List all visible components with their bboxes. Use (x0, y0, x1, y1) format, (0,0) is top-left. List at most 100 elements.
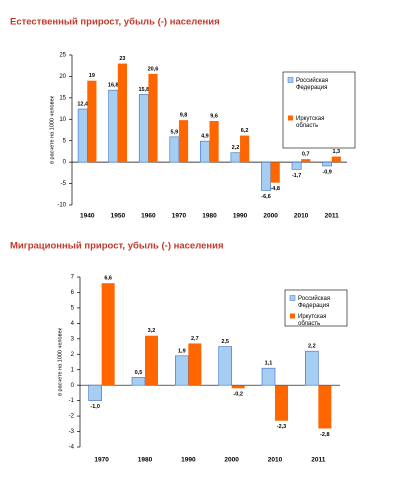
legend-label: Российская Федерация (298, 295, 330, 309)
legend-label-line: область (298, 321, 320, 327)
value-label: 4,9 (201, 134, 209, 140)
y-tick-label: -5 (61, 181, 67, 187)
bar (261, 161, 271, 191)
legend-box (284, 289, 348, 327)
x-tick-label: 2010 (294, 213, 309, 220)
legend-label: Иркутская область (296, 116, 324, 129)
value-label: 23 (119, 56, 125, 62)
value-label: 9,8 (180, 113, 188, 119)
bar (131, 377, 146, 386)
value-label: -2,8 (320, 432, 329, 438)
value-label: -1,0 (90, 404, 99, 410)
legend-swatch (288, 115, 293, 121)
y-axis-label: в расчете на 1000 человек (57, 327, 63, 395)
legend-label-line: Российская (298, 295, 330, 302)
y-tick-label: 5 (71, 305, 75, 311)
y-tick-label: 15 (59, 95, 66, 101)
bar (275, 385, 288, 421)
value-label: 9,6 (210, 113, 218, 119)
value-label: 0,7 (302, 152, 310, 158)
y-tick-label: 25 (59, 53, 66, 59)
bar (169, 136, 180, 163)
bar (108, 89, 119, 163)
legend-swatch (287, 77, 294, 83)
bar (305, 350, 319, 386)
legend-label: Иркутская область (298, 314, 326, 327)
x-tick-label: 1980 (138, 457, 153, 464)
value-label: 2,7 (191, 336, 199, 342)
y-tick-label: -3 (69, 429, 75, 435)
bar (138, 94, 149, 163)
bar (322, 161, 333, 167)
bar (301, 159, 311, 163)
y-tick-label: 10 (59, 117, 66, 123)
x-tick-label: 1980 (202, 213, 217, 220)
legend-label: Российская Федерация (296, 77, 328, 91)
value-label: -1,7 (292, 173, 301, 179)
bar (88, 384, 102, 401)
x-tick-label: 1950 (111, 213, 126, 220)
value-label: 2,5 (221, 339, 229, 345)
y-tick-label: 20 (59, 74, 66, 80)
bar (231, 385, 245, 389)
legend-label-line: область (296, 123, 318, 129)
value-label: 3,2 (148, 328, 156, 334)
value-label: 1,1 (265, 361, 273, 367)
legend-swatch (289, 295, 296, 301)
value-label: 2,2 (308, 344, 316, 350)
chart-title: Естественный прирост, убыль (-) населени… (10, 17, 220, 28)
x-tick-label: 1960 (141, 213, 156, 220)
bar (178, 120, 189, 163)
y-tick-label: 4 (71, 321, 75, 327)
value-label: 5,9 (171, 129, 179, 135)
bar (145, 335, 158, 386)
x-tick-label: 1990 (181, 457, 196, 464)
bar (117, 63, 127, 163)
bar (240, 135, 250, 163)
x-tick-label: 1990 (233, 213, 248, 220)
y-tick-label: -4 (69, 445, 75, 451)
bar (200, 140, 210, 163)
y-tick-label: -1 (69, 398, 75, 404)
bar (261, 367, 276, 386)
value-label: -4,8 (270, 186, 279, 192)
legend-swatch (290, 313, 295, 319)
y-tick-label: 5 (63, 138, 67, 144)
y-tick-label: 1 (71, 367, 75, 373)
bar (318, 385, 332, 429)
bar (291, 161, 302, 170)
bar (218, 346, 232, 386)
y-tick-label: -10 (57, 203, 66, 209)
y-tick-label: 0 (63, 160, 67, 166)
value-label: 1,9 (178, 348, 186, 354)
y-tick-label: 6 (71, 290, 75, 296)
bar (209, 121, 219, 163)
bar (148, 73, 158, 163)
y-tick-label: 3 (71, 336, 75, 342)
value-label: 0,5 (135, 370, 143, 376)
legend-label-line: Федерация (298, 303, 329, 309)
value-label: -6,6 (261, 194, 270, 200)
legend-label-line: Иркутская (296, 116, 324, 122)
bar (270, 162, 280, 183)
value-label: 16,8 (108, 83, 119, 89)
x-tick-label: 1970 (172, 213, 187, 220)
value-label: -0,9 (322, 169, 331, 175)
x-tick-label: 2010 (268, 457, 283, 464)
value-label: 15,8 (138, 87, 149, 93)
value-label: 20,6 (148, 66, 159, 72)
x-tick-label: 2011 (311, 457, 325, 464)
y-tick-label: 7 (71, 275, 75, 281)
legend-label-line: Иркутская (298, 314, 326, 320)
value-label: 19 (89, 73, 95, 79)
y-tick-label: -2 (69, 414, 75, 420)
y-axis-label: в расчете на 1000 человек (49, 95, 55, 163)
bar (77, 108, 88, 163)
value-label: 6,2 (241, 128, 249, 134)
chart-title: Миграционный прирост, убыль (-) населени… (10, 241, 224, 252)
legend-box (282, 71, 356, 149)
x-tick-label: 1970 (94, 457, 109, 464)
value-label: 12,4 (77, 101, 89, 107)
bar (188, 343, 202, 386)
